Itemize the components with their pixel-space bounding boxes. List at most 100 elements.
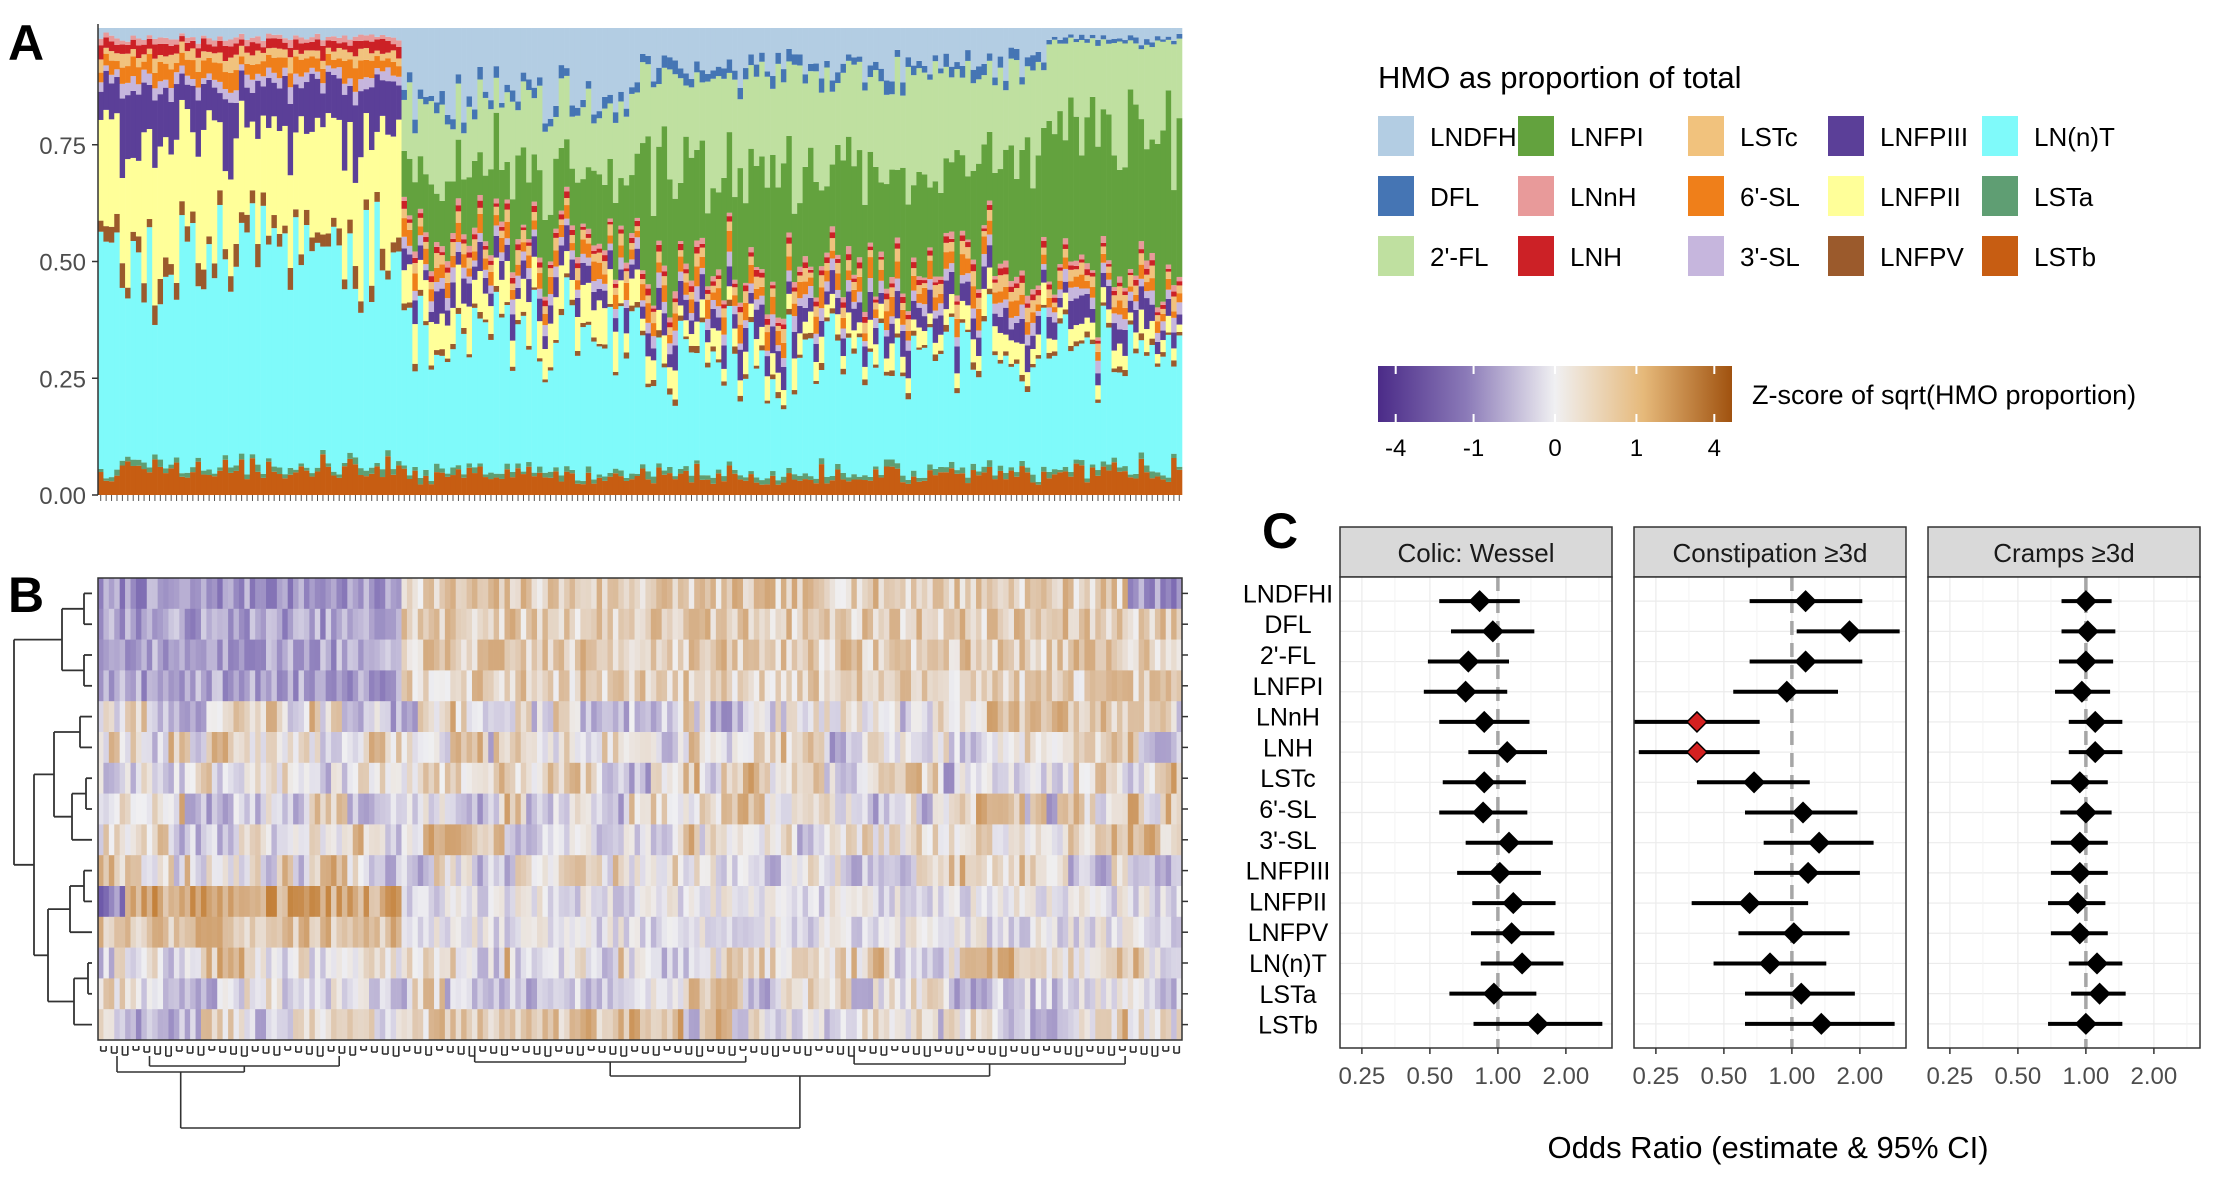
bar-segment [1041,127,1047,237]
heatmap-cell [829,639,836,671]
heatmap-cell [1165,762,1172,794]
heatmap-cell [753,670,760,702]
bar-segment [775,372,782,393]
bar-segment [878,28,885,69]
bar-segment [894,278,901,292]
bar-segment [504,84,511,93]
bar-segment [981,472,988,495]
heatmap-cell [423,578,429,610]
heatmap-cell [862,762,868,794]
bar-segment [385,134,391,271]
heatmap-cell [997,639,1004,671]
bar-segment [439,104,446,201]
bar-segment [1111,287,1118,291]
bar-segment [1160,330,1167,341]
bar-segment [1100,109,1107,237]
bar-segment [537,28,543,78]
heatmap-cell [439,824,446,856]
heatmap-cell [883,639,890,671]
bar-segment [921,283,928,288]
bar-segment [211,62,218,80]
bar-segment [726,465,733,495]
bar-segment [900,95,906,168]
heatmap-cell [905,701,912,733]
bar-segment [450,129,457,182]
bar-segment [851,479,858,495]
bar-segment [515,298,522,320]
heatmap-cell [293,578,299,610]
heatmap-cell [217,762,223,794]
bar-segment [938,334,944,351]
bar-segment [1171,28,1177,41]
bar-segment [1149,42,1156,48]
bar-segment [168,274,175,465]
bar-segment [1046,44,1053,121]
bar-segment [667,334,673,344]
heatmap-cell [883,824,890,856]
bar-segment [927,79,933,188]
heatmap-cell [477,701,484,733]
bar-segment [1111,368,1118,373]
heatmap-cell [119,793,126,825]
bar-segment [867,348,874,352]
heatmap-cell [715,639,722,671]
bar-segment [314,467,321,472]
bar-segment [1127,477,1134,495]
heatmap-cell [591,608,597,640]
heatmap-cell [428,824,435,856]
heatmap-cell [1024,608,1031,640]
bar-segment [428,481,435,485]
bar-segment [737,349,744,381]
bar-segment [314,78,321,118]
bar-segment [732,469,738,474]
heatmap-cell [103,855,110,887]
bar-segment [602,28,608,97]
bar-segment [434,242,440,247]
heatmap-cell [276,793,283,825]
heatmap-cell [168,670,175,702]
bar-segment [1100,28,1107,36]
heatmap-cell [591,793,597,825]
bar-segment [759,61,765,157]
heatmap-cell [379,701,386,733]
bar-segment [141,61,148,70]
heatmap-cell [829,824,836,856]
bar-segment [862,385,868,476]
heatmap-cell [938,608,944,640]
bar-segment [1073,286,1080,299]
bar-segment [916,481,923,495]
bar-segment [363,77,370,90]
bar-segment [1122,295,1129,308]
heatmap-cell [1030,793,1036,825]
heatmap-cell [607,701,614,733]
heatmap-cell [266,578,272,610]
bar-segment [406,479,413,495]
bar-segment [412,324,419,364]
heatmap-cell [352,701,359,733]
bar-segment [244,479,251,495]
bar-segment [352,105,359,183]
bar-segment [347,52,354,60]
bar-segment [1062,292,1069,310]
bar-segment [1057,323,1064,470]
bar-segment [986,131,993,201]
bar-segment [1176,331,1183,336]
bar-segment [775,392,782,399]
bar-segment [927,247,933,251]
bar-segment [1013,48,1020,61]
bar-segment [547,214,554,262]
bar-segment [558,78,565,148]
bar-segment [1035,28,1042,52]
bar-segment [753,309,760,340]
heatmap-cell [1171,670,1177,702]
bar-segment [965,477,971,484]
bar-segment [341,28,348,36]
bar-segment [531,154,538,202]
bar-segment [537,257,543,263]
bar-segment [948,271,955,295]
bar-segment [211,40,218,47]
bar-segment [341,170,348,280]
heatmap-cell [157,793,164,825]
heatmap-cell [439,793,446,825]
bar-segment [1127,300,1134,313]
